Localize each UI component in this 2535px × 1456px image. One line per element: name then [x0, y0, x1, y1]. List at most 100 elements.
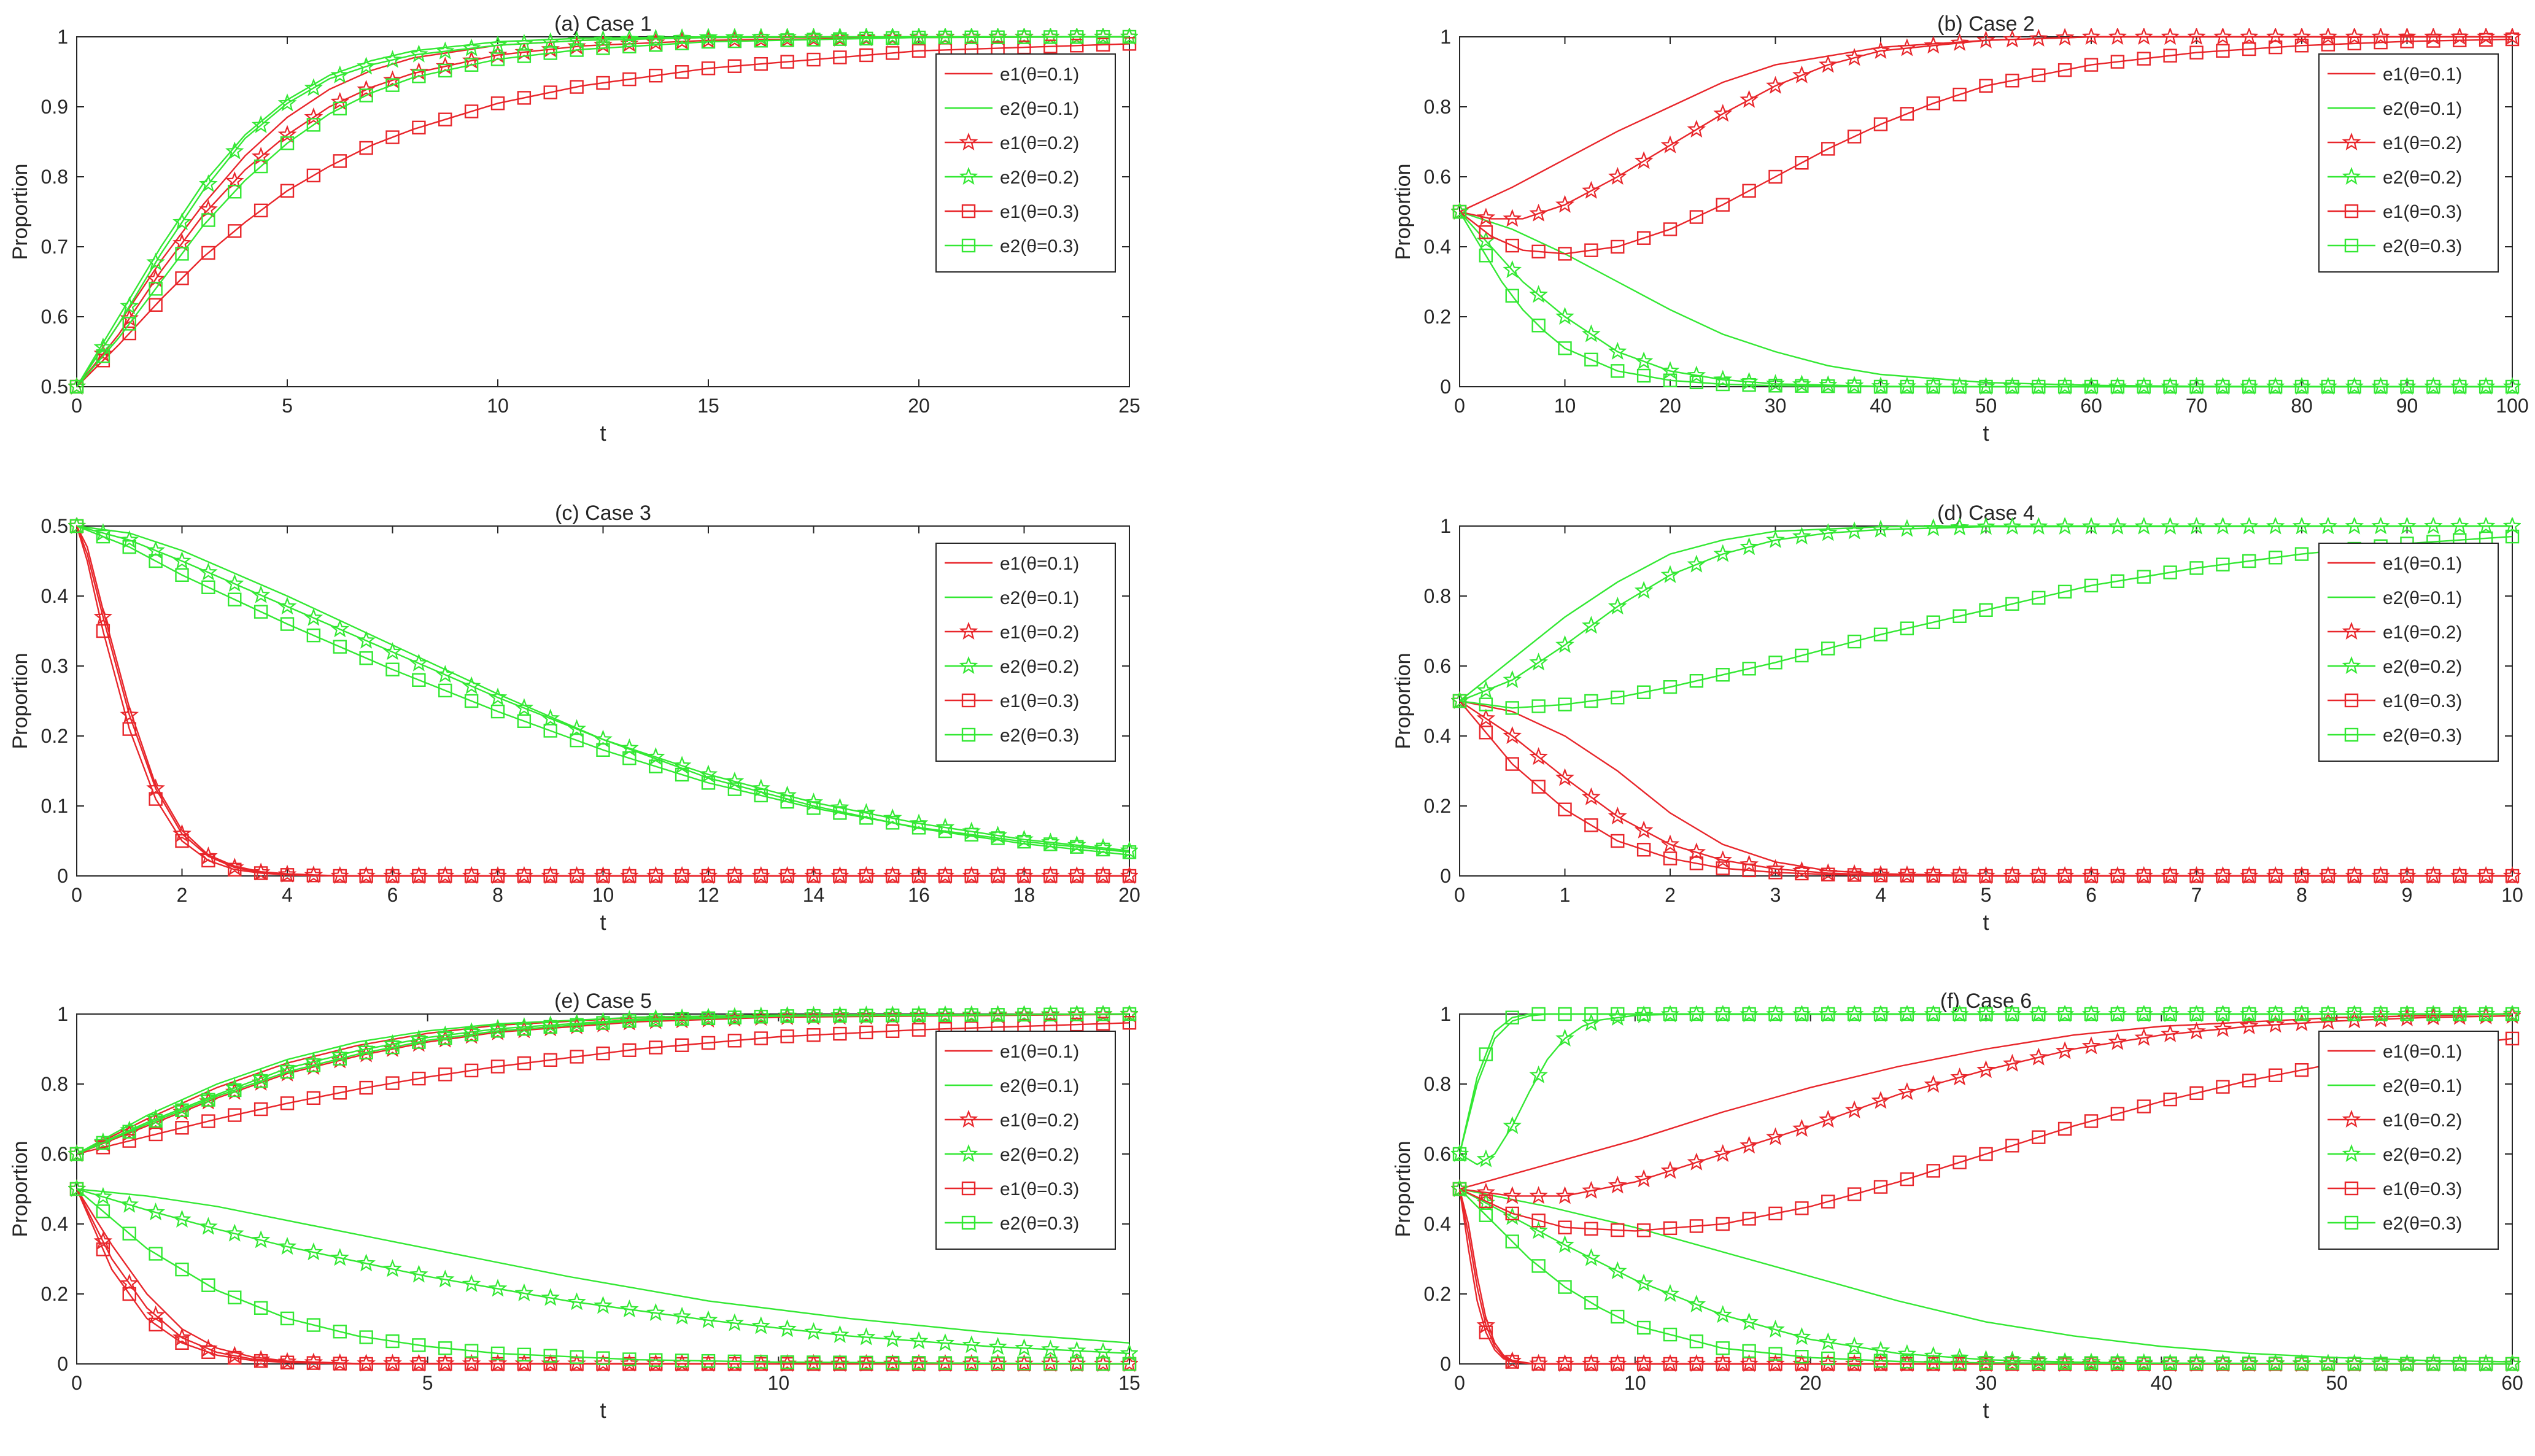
series-marker: [1479, 1325, 1493, 1339]
series-marker: [672, 1306, 692, 1325]
series-marker: [490, 869, 505, 883]
series-marker: [1953, 609, 1967, 623]
legend-marker: [2342, 1144, 2361, 1163]
series-marker: [859, 1025, 873, 1040]
series-marker: [1821, 142, 1835, 156]
y-tick-label: 0: [57, 1353, 68, 1375]
series-marker: [1900, 107, 1914, 121]
series-marker: [93, 1187, 113, 1205]
x-tick-label: 6: [387, 884, 398, 906]
series-marker: [280, 1355, 295, 1369]
y-tick-label: 1: [1440, 1003, 1451, 1025]
series-marker: [1873, 117, 1888, 131]
series-marker: [1584, 1007, 1598, 1021]
series-e2(θ=0.3): [69, 519, 1137, 859]
series-marker: [409, 44, 428, 63]
chart-title: (e) Case 5: [554, 989, 652, 1013]
series-marker: [1766, 530, 1785, 548]
series-marker: [277, 93, 297, 112]
series-marker: [2213, 517, 2232, 535]
series-marker: [149, 554, 163, 568]
series-marker: [1976, 517, 1995, 535]
legend-label: e1(θ=0.3): [1000, 691, 1079, 711]
series-marker: [1792, 1326, 1811, 1346]
series-marker: [1608, 806, 1627, 825]
series-marker: [570, 1050, 584, 1064]
x-tick-label: 5: [1981, 884, 1992, 906]
series-marker: [1582, 616, 1601, 634]
series-marker: [488, 35, 508, 53]
y-tick-label: 0.4: [1424, 725, 1451, 747]
series-marker: [2374, 1007, 2388, 1021]
series-marker: [359, 141, 373, 155]
series-line: [76, 1022, 1130, 1155]
series-marker: [2163, 48, 2177, 63]
series-line: [1459, 525, 2512, 702]
x-tick-label: 70: [2186, 395, 2208, 417]
x-tick-label: 40: [1870, 395, 1892, 417]
series-marker: [435, 1269, 455, 1288]
series-marker: [175, 568, 189, 583]
series-marker: [175, 1103, 189, 1117]
series-marker: [199, 1217, 218, 1235]
series-marker: [2318, 517, 2338, 535]
series-marker: [754, 1031, 768, 1045]
series-marker: [778, 785, 797, 804]
series-marker: [2400, 34, 2414, 48]
series-marker: [2426, 1357, 2440, 1371]
series-marker: [199, 199, 218, 218]
series-marker: [1608, 166, 1627, 185]
series-marker: [2032, 1007, 2046, 1021]
series-marker: [1582, 180, 1601, 199]
series-marker: [306, 628, 321, 643]
series-marker: [201, 853, 215, 868]
x-tick-label: 30: [1975, 1372, 1997, 1394]
series-marker: [1979, 1007, 1993, 1021]
series-marker: [649, 869, 663, 883]
series-marker: [2453, 1007, 2467, 1021]
legend-label: e1(θ=0.3): [1000, 202, 1079, 222]
series-marker: [1713, 104, 1733, 122]
series-marker: [2110, 1356, 2125, 1370]
legend-label: e2(θ=0.1): [1000, 99, 1079, 119]
series-marker: [1558, 1007, 1572, 1021]
series-marker: [120, 705, 139, 723]
series-line: [1459, 700, 2512, 877]
series-marker: [2213, 1019, 2232, 1037]
series-marker: [1871, 519, 1891, 538]
series-marker: [1558, 341, 1572, 355]
series-marker: [1476, 207, 1496, 226]
series-marker: [1582, 787, 1601, 805]
series-marker: [885, 816, 900, 830]
series-marker: [754, 788, 768, 803]
series-marker: [701, 1011, 716, 1026]
series-marker: [1505, 1355, 1519, 1369]
series-marker: [1742, 1344, 1756, 1358]
legend-marker: [961, 1215, 976, 1230]
series-marker: [2505, 1007, 2520, 1021]
series-marker: [304, 608, 323, 626]
series-marker: [1844, 48, 1864, 66]
series-marker: [2239, 517, 2259, 535]
series-marker: [2479, 33, 2493, 47]
legend: e1(θ=0.1) e2(θ=0.1) e1(θ=0.2) e2(θ=0.2) e1(θ…: [935, 53, 1116, 273]
series-marker: [201, 1278, 215, 1292]
series-marker: [2371, 28, 2390, 45]
series-marker: [2505, 32, 2520, 47]
series-marker: [1505, 757, 1519, 771]
series-marker: [438, 683, 452, 698]
series-marker: [333, 1051, 347, 1066]
series-marker: [1768, 1206, 1782, 1221]
y-axis-label: Proportion: [9, 1141, 32, 1237]
y-tick-label: 0.2: [1424, 306, 1451, 328]
series-marker: [1582, 324, 1601, 343]
y-axis-label: Proportion: [1391, 164, 1415, 260]
series-marker: [2321, 869, 2336, 883]
x-tick-label: 6: [2086, 884, 2097, 906]
series-marker: [1873, 379, 1888, 394]
series-marker: [251, 585, 271, 603]
series-marker: [254, 866, 268, 880]
series-marker: [1873, 1180, 1888, 1194]
series-marker: [570, 1018, 584, 1032]
x-tick-label: 0: [71, 884, 82, 906]
